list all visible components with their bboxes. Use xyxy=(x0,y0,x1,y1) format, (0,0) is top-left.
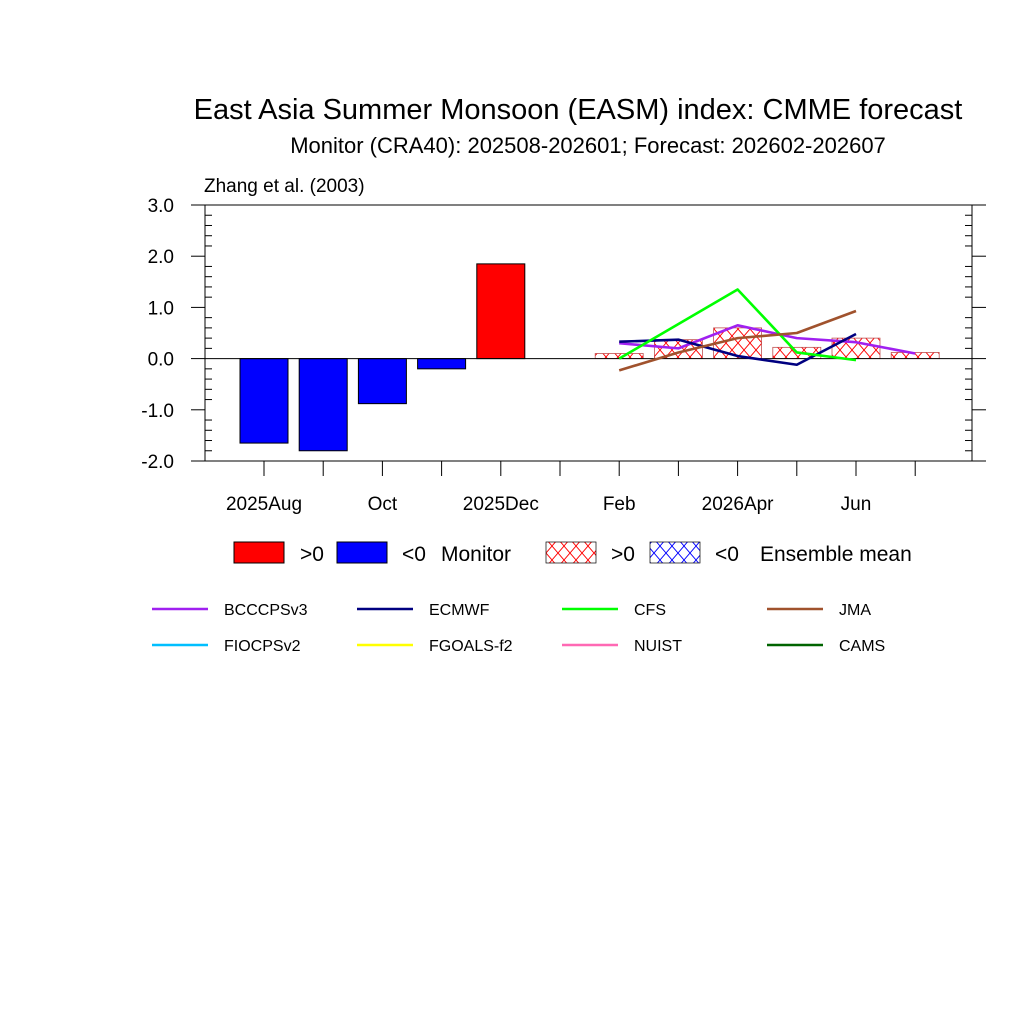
x-tick-label: Oct xyxy=(368,494,398,515)
plot-area: 3.0 2.0 1.0 0.0 -1.0 -2.0 2025Aug Oct 2025Dec Feb… xyxy=(141,196,986,515)
monitor-bar xyxy=(298,358,348,452)
legend-monitor-pos-label: >0 xyxy=(300,543,324,566)
legend-label-bcccpsv3: BCCCPSv3 xyxy=(224,602,308,619)
y-tick-label: 2.0 xyxy=(148,247,174,268)
monitor-bar xyxy=(357,358,407,405)
y-tick-label: -2.0 xyxy=(141,452,174,473)
chart-note: Zhang et al. (2003) xyxy=(204,176,365,197)
legend-label-nuist: NUIST xyxy=(634,638,682,655)
legend-label-cfs: CFS xyxy=(634,602,666,619)
series-line-cfs xyxy=(618,288,857,362)
legend-monitor-neg-label: <0 xyxy=(402,543,426,566)
legend-label-fgoals-f2: FGOALS-f2 xyxy=(429,638,513,655)
legend-label-cams: CAMS xyxy=(839,638,885,655)
y-tick-label: 1.0 xyxy=(148,298,174,319)
legend-label-fiocpsv2: FIOCPSv2 xyxy=(224,638,301,655)
chart-subtitle: Monitor (CRA40): 202508-202601; Forecast… xyxy=(290,133,886,158)
legend-ensemble-label: Ensemble mean xyxy=(760,543,912,566)
legend-label-jma: JMA xyxy=(839,602,871,619)
x-tick-label: Jun xyxy=(841,494,872,515)
plot-frame xyxy=(204,204,973,462)
legend-bars: >0 <0 Monitor >0 <0 Ensemble mean xyxy=(233,541,912,566)
legend-ensemble-pos-label: >0 xyxy=(611,543,635,566)
x-tick-label: 2025Dec xyxy=(463,494,539,515)
x-tick-label: 2026Apr xyxy=(702,494,775,515)
legend-label-ecmwf: ECMWF xyxy=(429,602,490,619)
series-line-jma xyxy=(618,309,857,372)
monitor-bar xyxy=(476,263,526,360)
legend-monitor-pos-swatch xyxy=(233,541,285,564)
y-tick-label: 0.0 xyxy=(148,350,174,371)
monitor-bar xyxy=(239,358,289,444)
legend-models: BCCCPSv3 ECMWF CFS JMA FIOCPSv2 FGOALS-f2 NUIS… xyxy=(152,602,885,655)
y-tick-label: 3.0 xyxy=(148,196,174,217)
legend-ensemble-pos-swatch xyxy=(545,541,597,564)
chart-title: East Asia Summer Monsoon (EASM) index: C… xyxy=(194,94,963,126)
x-tick-label: 2025Aug xyxy=(226,494,302,515)
legend-monitor-neg-swatch xyxy=(336,541,388,564)
monitor-bar xyxy=(417,358,467,370)
series-line-bcccpsv3 xyxy=(619,324,916,355)
legend-ensemble-neg-swatch xyxy=(649,541,701,564)
y-tick-label: -1.0 xyxy=(141,401,174,422)
x-tick-label: Feb xyxy=(603,494,636,515)
legend-ensemble-neg-label: <0 xyxy=(715,543,739,566)
legend-monitor-label: Monitor xyxy=(441,543,511,566)
